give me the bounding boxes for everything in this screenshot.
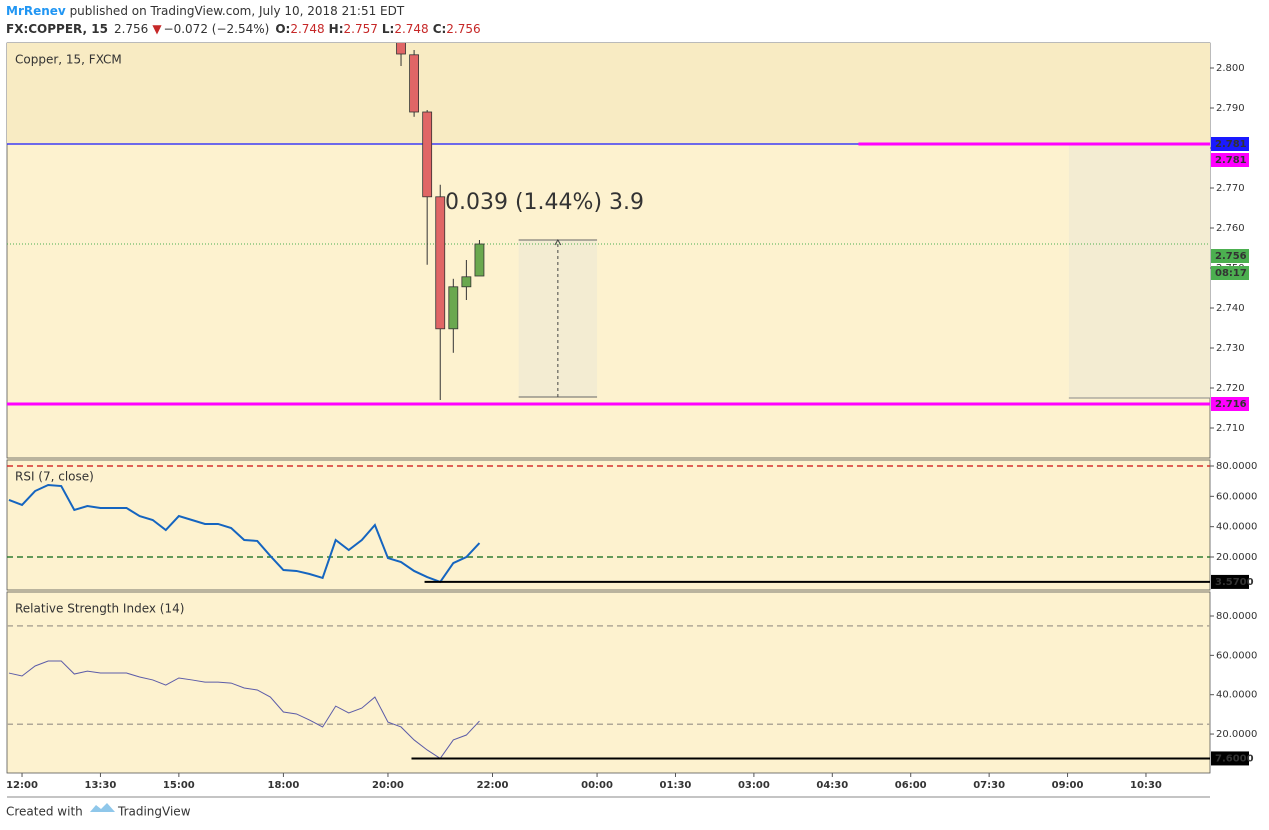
price-tag-label: 3.5700 [1215, 577, 1254, 588]
y-tick-label: 2.720 [1216, 383, 1245, 394]
pane-title: Relative Strength Index (14) [15, 602, 184, 616]
y-tick-label: 40.0000 [1216, 522, 1257, 533]
x-tick-label: 18:00 [267, 780, 299, 791]
ohlc-value: 2.748 [394, 22, 428, 36]
y-tick-label: 2.760 [1216, 223, 1245, 234]
y-tick-label: 80.0000 [1216, 611, 1257, 622]
ohlc-key: C: [433, 22, 447, 36]
pane-title: Copper, 15, FXCM [15, 53, 122, 67]
y-tick-label: 80.0000 [1216, 461, 1257, 472]
ohlc-value: 2.757 [344, 22, 378, 36]
price-tag [1211, 751, 1249, 766]
header: MrRenev published on TradingView.com, Ju… [6, 4, 405, 18]
ohlc-key: H: [329, 22, 344, 36]
x-tick-label: 22:00 [477, 780, 509, 791]
pane-border [6, 459, 1211, 591]
y-tick-label: 2.770 [1216, 183, 1245, 194]
y-tick-label: 2.790 [1216, 103, 1245, 114]
x-tick-label: 20:00 [372, 780, 404, 791]
price-tag [1211, 137, 1249, 151]
price-tag [1211, 397, 1249, 411]
measure-label: 0.039 (1.44%) 3.9 [445, 190, 644, 215]
footer: Created with TradingView [6, 803, 191, 819]
y-tick-label: 2.800 [1216, 63, 1245, 74]
plot-background [7, 43, 1210, 773]
price-tag-label: 2.716 [1215, 399, 1247, 410]
y-tick-label: 2.710 [1216, 423, 1245, 434]
rsi-line [8, 483, 481, 584]
ohlc-value: 2.748 [290, 22, 324, 36]
x-tick-label: 12:00 [6, 780, 38, 791]
price-layer [7, 43, 1210, 406]
x-tick-label: 09:00 [1052, 780, 1084, 791]
candle-body [422, 111, 433, 198]
price-tag [1211, 249, 1249, 263]
candle-body [448, 286, 459, 330]
rsi-line [8, 660, 480, 760]
price-tag-label: 08:17 [1215, 268, 1247, 279]
pane-border [6, 591, 1211, 774]
y-tick-label: 20.0000 [1216, 552, 1257, 563]
candle-body [409, 54, 419, 113]
logo [90, 803, 115, 812]
price-tag [1211, 266, 1249, 280]
pane-title: RSI (7, close) [15, 470, 94, 484]
x-tick-label: 06:00 [895, 780, 927, 791]
x-tick-label: 10:30 [1130, 780, 1162, 791]
price-tag-label: 7.6000 [1215, 753, 1254, 764]
price-tag [1211, 574, 1249, 589]
x-tick-label: 00:00 [581, 780, 613, 791]
price: 2.756 [114, 22, 148, 36]
ohlc-value: 2.756 [446, 22, 480, 36]
y-tick-label: 40.0000 [1216, 690, 1257, 701]
y-tick-label: 20.0000 [1216, 729, 1257, 740]
y-tick-label: 2.740 [1216, 303, 1245, 314]
x-tick-label: 04:30 [816, 780, 848, 791]
published: published on TradingView.com, July 10, 2… [66, 4, 405, 18]
price-tag [1211, 153, 1249, 167]
symbol-line: FX:COPPER, 15 2.756 ▼ −0.072 (−2.54%) O:2.74… [6, 22, 481, 36]
symbol-name: FX:COPPER, 15 [6, 22, 108, 36]
x-tick-label: 01:30 [660, 780, 692, 791]
candle-body [435, 196, 446, 330]
x-tick-label: 03:00 [738, 780, 770, 791]
ohlc-key: O: [275, 22, 290, 36]
zone [1068, 145, 1210, 398]
x-tick-label: 15:00 [163, 780, 195, 791]
y-tick-label: 60.0000 [1216, 650, 1257, 661]
measure-arrowhead [554, 239, 562, 246]
change: −0.072 (−2.54%) [164, 22, 270, 36]
price-tag-label: 2.756 [1215, 251, 1247, 262]
author[interactable]: MrRenev [6, 4, 66, 18]
candle-body [474, 243, 485, 277]
shaded-band [7, 43, 1210, 144]
y-tick-label: 2.730 [1216, 343, 1245, 354]
y-tick-label: 60.0000 [1216, 491, 1257, 502]
x-tick-label: 07:30 [973, 780, 1005, 791]
candle-body [461, 276, 472, 288]
x-tick-label: 13:30 [85, 780, 117, 791]
price-tag-label: 2.781 [1215, 139, 1247, 150]
created-with: Created with [6, 805, 83, 819]
price-tag-label: 2.781 [1215, 155, 1247, 166]
arrow: ▼ [152, 22, 162, 36]
brand[interactable]: TradingView [117, 805, 191, 819]
ohlc-key: L: [382, 22, 394, 36]
candle-body [396, 43, 406, 55]
